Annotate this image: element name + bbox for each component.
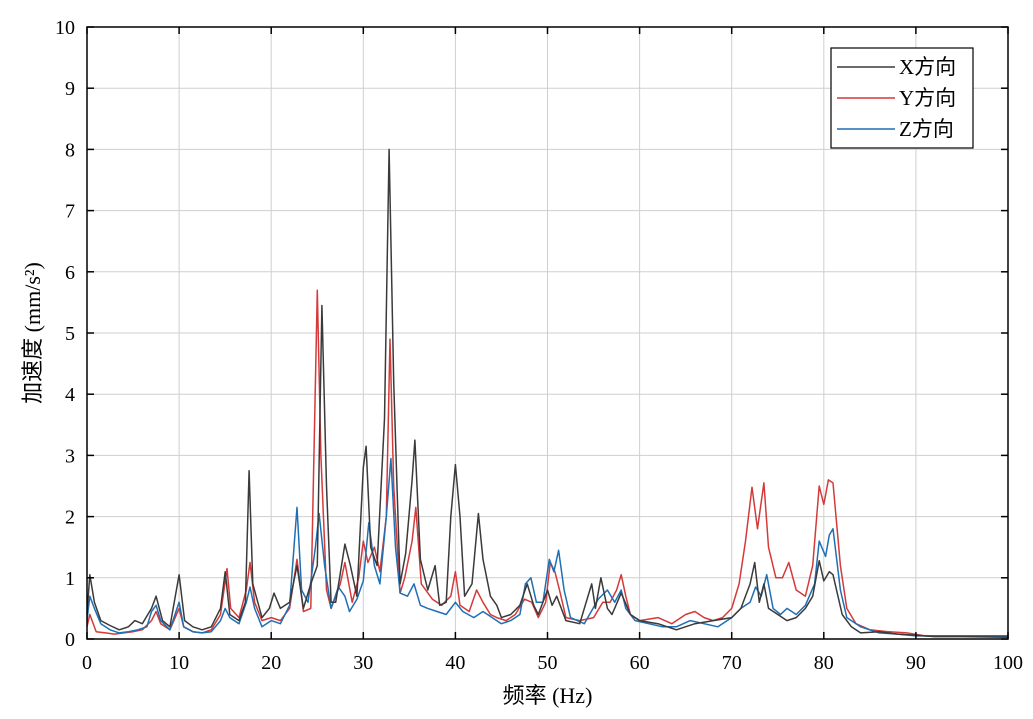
legend-label: Y方向 — [899, 86, 956, 110]
legend: X方向 Y方向 Z方向 — [830, 47, 974, 149]
x-tick-label: 20 — [261, 652, 281, 674]
y-axis-title: 加速度 (mm/s²) — [20, 262, 45, 404]
x-axis-title: 频率 (Hz) — [503, 683, 593, 708]
legend-label: Z方向 — [899, 117, 954, 141]
series-lines — [86, 148, 1009, 638]
y-tick-label: 5 — [65, 323, 75, 345]
x-tick-label: 60 — [630, 652, 650, 674]
series-line-1 — [86, 148, 1009, 638]
series-line-3 — [86, 457, 1008, 637]
series-line-2 — [86, 289, 1008, 637]
x-tick-label: 0 — [82, 652, 92, 674]
x-tick-label: 70 — [722, 652, 742, 674]
x-tick-label: 30 — [353, 652, 373, 674]
y-tick-label: 2 — [65, 507, 75, 529]
x-tick-label: 90 — [906, 652, 926, 674]
legend-label: X方向 — [899, 55, 956, 79]
x-tick-label: 40 — [445, 652, 465, 674]
y-tick-label: 10 — [55, 17, 75, 39]
x-tick-label: 100 — [993, 652, 1023, 674]
y-tick-label: 7 — [65, 201, 75, 223]
x-tick-label: 80 — [814, 652, 834, 674]
y-tick-label: 1 — [65, 568, 75, 590]
y-tick-label: 0 — [65, 629, 75, 651]
y-tick-label: 4 — [65, 384, 75, 406]
y-tick-label: 3 — [65, 445, 75, 467]
x-tick-label: 50 — [538, 652, 558, 674]
x-tick-label: 10 — [169, 652, 189, 674]
axis-ticks: 0 10 20 30 40 50 60 70 80 90 100 0 1 2 3 4 5 6 7 8 9 10 — [55, 17, 1023, 674]
y-tick-label: 6 — [65, 262, 75, 284]
y-tick-label: 8 — [65, 139, 75, 161]
y-tick-label: 9 — [65, 78, 75, 100]
